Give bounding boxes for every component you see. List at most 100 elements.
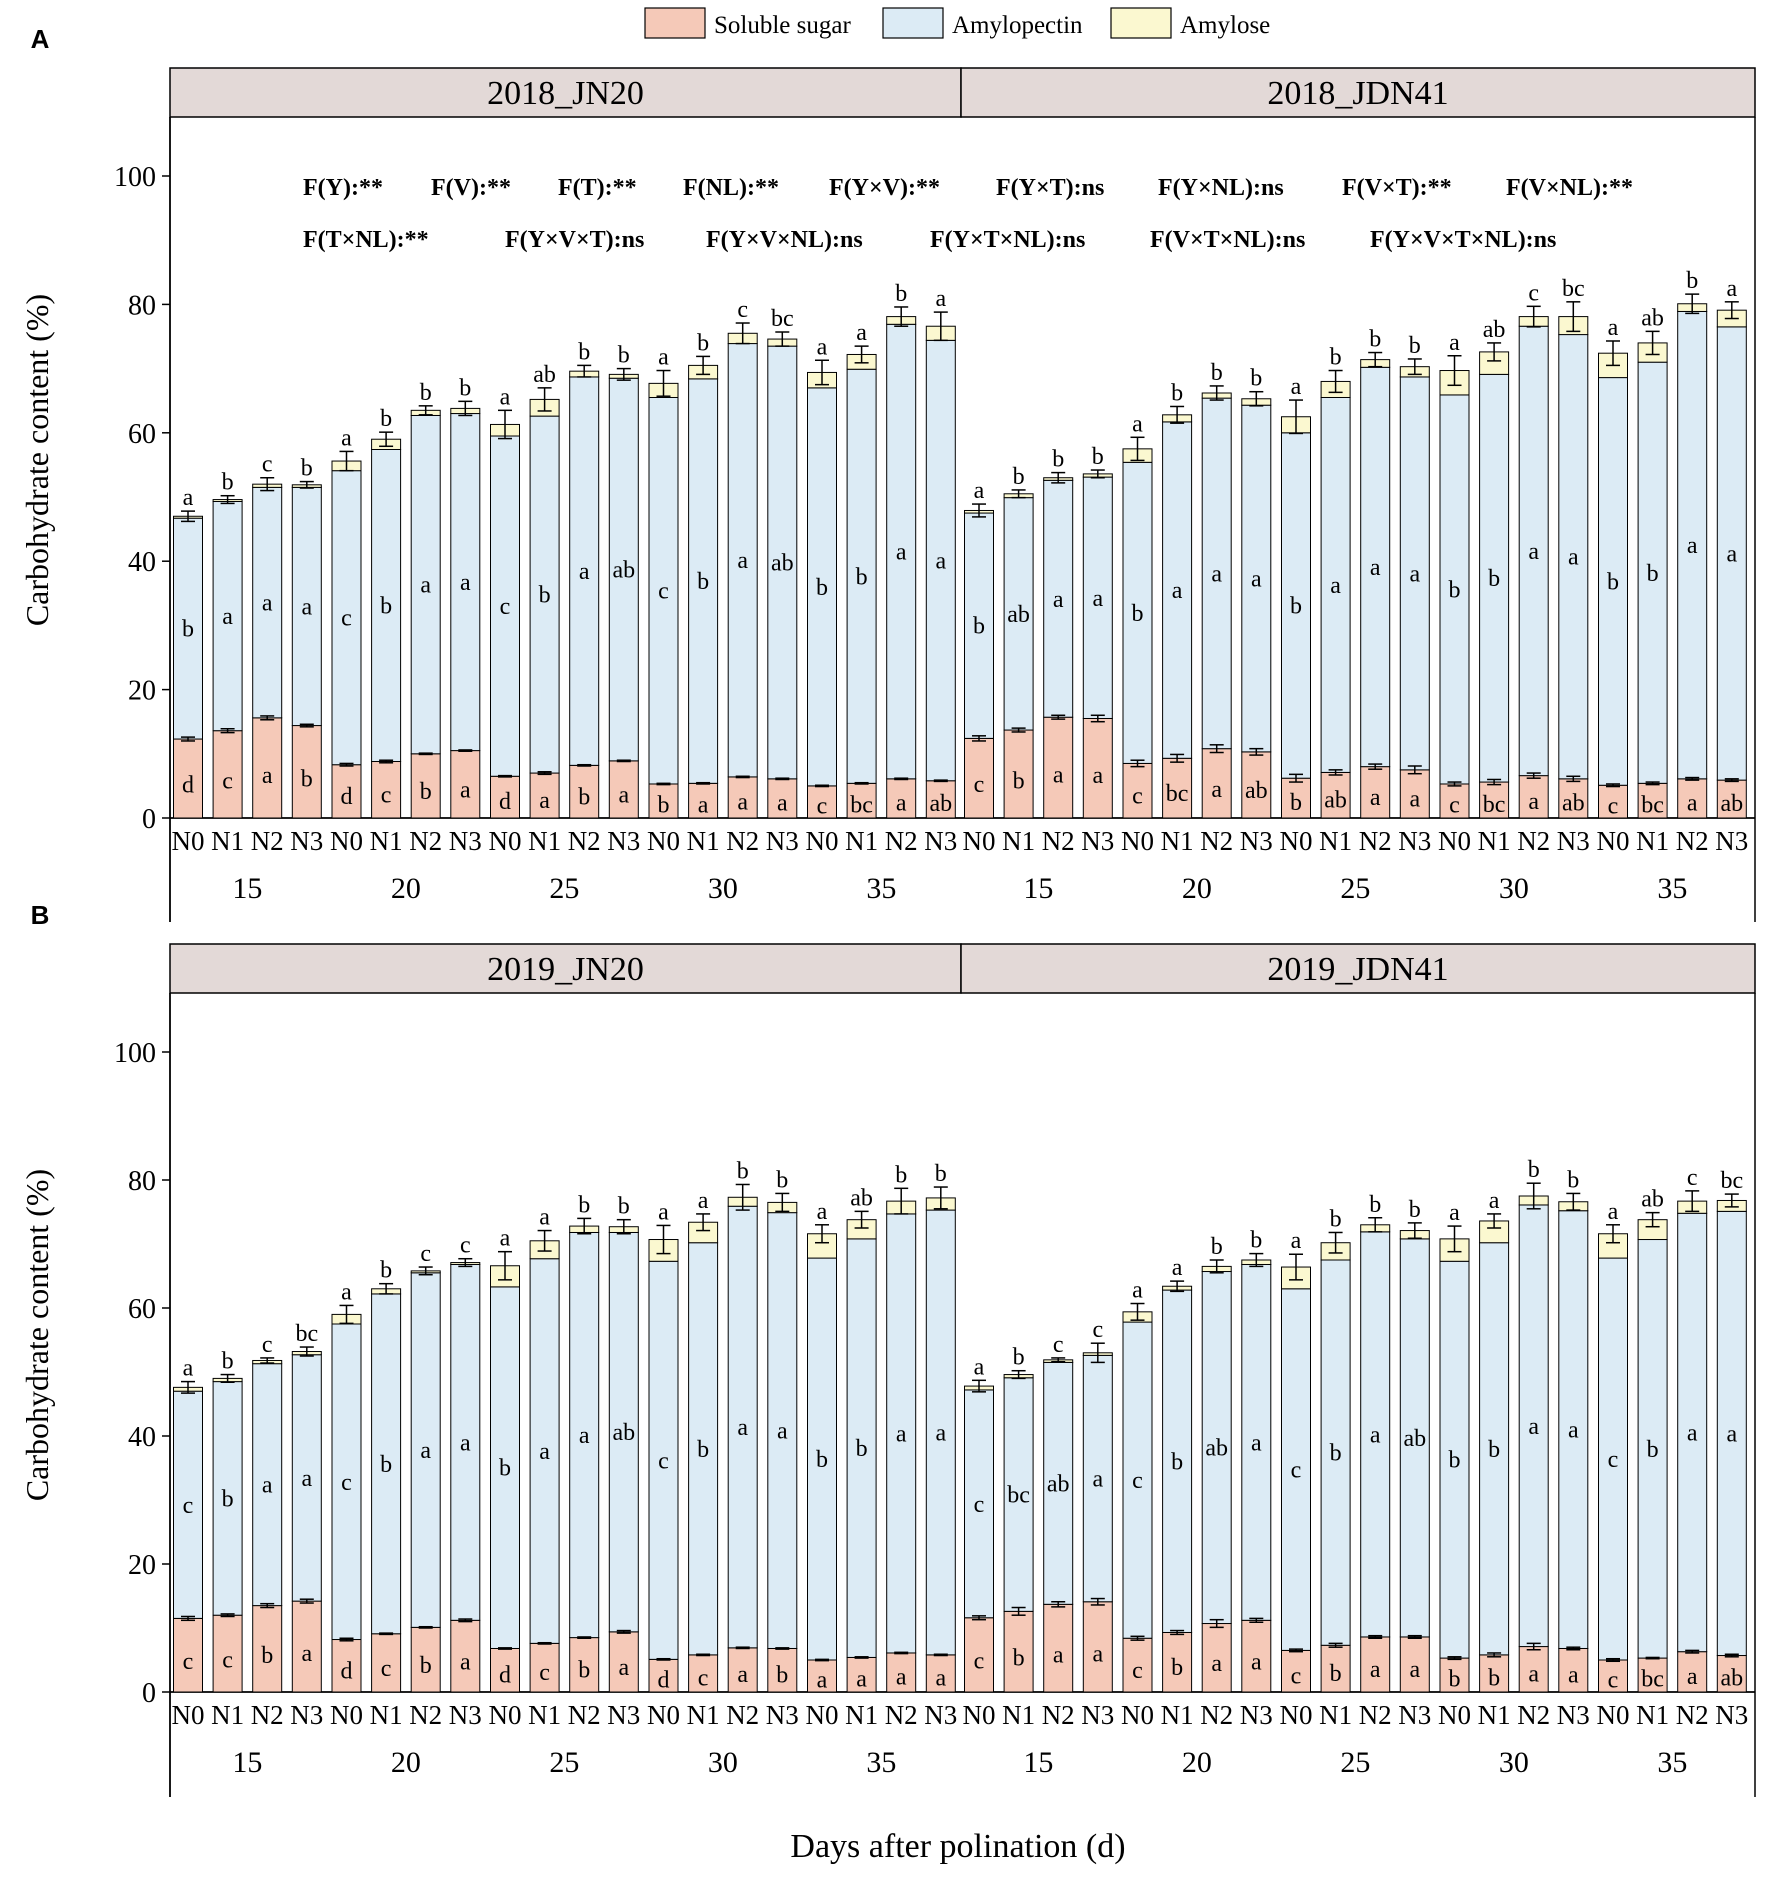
y-tick-label: 20 bbox=[128, 676, 156, 707]
significance-letter-sugar: b bbox=[1449, 1667, 1461, 1693]
bar-amylopectin bbox=[1637, 361, 1668, 784]
panel-letter: B bbox=[31, 900, 50, 930]
bar-soluble-sugar bbox=[846, 1656, 877, 1693]
bar-soluble-sugar bbox=[1320, 771, 1351, 819]
significance-letter-total: b bbox=[1092, 444, 1104, 470]
anova-term: F(T):** bbox=[558, 175, 637, 201]
significance-letter-total: b bbox=[618, 343, 630, 369]
bar-soluble-sugar bbox=[450, 1619, 481, 1693]
bar-soluble-sugar bbox=[1598, 1659, 1628, 1693]
bar-soluble-sugar bbox=[1439, 783, 1470, 819]
x-tick-label-day: 25 bbox=[1340, 872, 1370, 905]
x-tick-label-nitrogen: N0 bbox=[806, 1700, 839, 1730]
significance-letter-sugar: a bbox=[262, 763, 273, 789]
bar-amylopectin bbox=[1043, 479, 1074, 718]
significance-letter-total: a bbox=[856, 320, 867, 346]
significance-letter-sugar: c bbox=[222, 1647, 233, 1673]
significance-letter-total: a bbox=[935, 286, 946, 312]
significance-letter-amylopectin: ab bbox=[771, 550, 794, 576]
significance-letter-amylopectin: a bbox=[1211, 561, 1222, 587]
significance-letter-total: b bbox=[459, 375, 471, 401]
bar-amylopectin bbox=[1201, 1271, 1232, 1625]
bar-amylopectin bbox=[173, 1390, 203, 1619]
significance-letter-amylopectin: c bbox=[974, 1492, 985, 1518]
bar-soluble-sugar bbox=[1716, 1655, 1747, 1693]
bar-amylopectin bbox=[1162, 421, 1193, 759]
significance-letter-amylopectin: b bbox=[1647, 1437, 1659, 1463]
significance-letter-sugar: a bbox=[1687, 1664, 1698, 1690]
significance-letter-sugar: a bbox=[1528, 1662, 1539, 1688]
significance-letter-sugar: a bbox=[301, 1641, 312, 1667]
significance-letter-sugar: b bbox=[776, 1662, 788, 1688]
bar-amylopectin bbox=[1598, 377, 1628, 786]
significance-letter-total: b bbox=[1409, 333, 1421, 359]
significance-letter-total: a bbox=[500, 384, 511, 410]
x-tick-label-day: 25 bbox=[549, 872, 579, 905]
significance-letter-amylopectin: a bbox=[1370, 555, 1381, 581]
bar-soluble-sugar bbox=[1637, 782, 1668, 819]
x-tick-label-nitrogen: N0 bbox=[330, 1700, 363, 1730]
significance-letter-amylopectin: b bbox=[1330, 1441, 1342, 1467]
significance-letter-total: a bbox=[1608, 315, 1619, 341]
bar-soluble-sugar bbox=[925, 1654, 956, 1693]
x-tick-label-nitrogen: N0 bbox=[1121, 1700, 1154, 1730]
x-tick-label-nitrogen: N0 bbox=[1597, 1700, 1630, 1730]
bar-soluble-sugar bbox=[1637, 1657, 1668, 1693]
significance-letter-amylopectin: b bbox=[856, 564, 868, 590]
x-tick-label-nitrogen: N2 bbox=[251, 1700, 284, 1730]
x-tick-label-day: 30 bbox=[1499, 872, 1529, 905]
anova-term: F(Y×V×NL):ns bbox=[706, 227, 863, 253]
significance-letter-total: ab bbox=[1641, 305, 1664, 331]
significance-letter-amylopectin: a bbox=[1726, 1421, 1737, 1447]
bar-soluble-sugar bbox=[1122, 762, 1153, 819]
significance-letter-amylopectin: a bbox=[1370, 1422, 1381, 1448]
x-tick-label-nitrogen: N2 bbox=[726, 826, 759, 856]
significance-letter-total: ab bbox=[533, 362, 556, 388]
significance-letter-sugar: b bbox=[261, 1643, 273, 1669]
significance-letter-total: bc bbox=[771, 306, 794, 332]
bar-soluble-sugar bbox=[331, 1639, 362, 1693]
x-tick-label-day: 25 bbox=[549, 1746, 579, 1779]
significance-letter-amylopectin: b bbox=[1607, 569, 1619, 595]
y-axis-title-a: Carbohydrate content (%) bbox=[19, 294, 55, 626]
bar-amylopectin bbox=[727, 343, 758, 778]
x-tick-label-nitrogen: N2 bbox=[1676, 826, 1709, 856]
significance-letter-total: b bbox=[380, 1258, 392, 1284]
x-tick-label-nitrogen: N3 bbox=[1557, 1700, 1590, 1730]
significance-letter-amylopectin: ab bbox=[1007, 602, 1030, 628]
x-tick-label-day: 30 bbox=[1499, 1746, 1529, 1779]
significance-letter-sugar: b bbox=[420, 1653, 432, 1679]
bar-amylopectin bbox=[331, 470, 362, 766]
significance-letter-sugar: c bbox=[381, 783, 392, 809]
x-tick-label-nitrogen: N3 bbox=[290, 826, 323, 856]
x-tick-label-nitrogen: N0 bbox=[330, 826, 363, 856]
significance-letter-sugar: a bbox=[1053, 1643, 1064, 1669]
x-tick-label-nitrogen: N3 bbox=[1398, 1700, 1431, 1730]
bar-soluble-sugar bbox=[688, 1654, 719, 1693]
significance-letter-sugar: b bbox=[578, 784, 590, 810]
significance-letter-total: b bbox=[935, 1161, 947, 1187]
bar-amylopectin bbox=[1043, 1361, 1074, 1605]
significance-letter-total: a bbox=[539, 1205, 550, 1231]
anova-term: F(V×NL):** bbox=[1506, 175, 1633, 201]
x-tick-label-nitrogen: N1 bbox=[687, 1700, 720, 1730]
bar-soluble-sugar bbox=[688, 782, 719, 819]
significance-letter-total: b bbox=[578, 1192, 590, 1218]
bar-soluble-sugar bbox=[964, 1617, 994, 1693]
x-tick-label-nitrogen: N1 bbox=[1636, 1700, 1669, 1730]
significance-letter-total: a bbox=[183, 485, 194, 511]
legend: Soluble sugar Amylopectin Amylose bbox=[644, 7, 1270, 39]
bar-amylopectin bbox=[1281, 1288, 1311, 1651]
y-tick-label: 20 bbox=[128, 1550, 156, 1581]
significance-letter-amylopectin: c bbox=[1291, 1458, 1302, 1484]
bar-soluble-sugar bbox=[331, 764, 362, 819]
significance-letter-amylopectin: a bbox=[301, 594, 312, 620]
significance-letter-total: c bbox=[460, 1233, 471, 1259]
bar-soluble-sugar bbox=[490, 1647, 520, 1693]
significance-letter-total: a bbox=[1132, 411, 1143, 437]
significance-letter-amylopectin: a bbox=[222, 604, 233, 630]
significance-letter-sugar: a bbox=[817, 1668, 828, 1694]
significance-letter-amylopectin: c bbox=[1608, 1447, 1619, 1473]
bar-soluble-sugar bbox=[1043, 1603, 1074, 1693]
panel-letter: A bbox=[31, 24, 50, 54]
